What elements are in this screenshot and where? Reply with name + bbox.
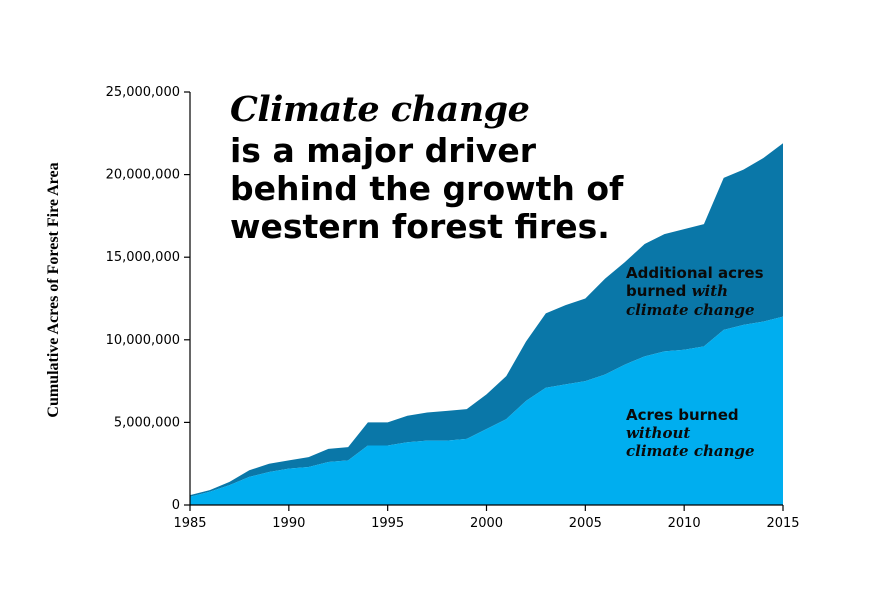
annotation-with-line-1: Additional acres — [626, 264, 764, 282]
x-tick-label: 2000 — [470, 516, 503, 531]
annotation-with-line-2: burned with — [626, 282, 764, 301]
y-tick-label: 25,000,000 — [106, 85, 180, 100]
area-without-climate-change — [190, 316, 783, 505]
y-tick-label: 15,000,000 — [106, 250, 180, 265]
x-tick-label: 2005 — [569, 516, 602, 531]
title-line-3: behind the growth of — [230, 169, 624, 208]
annotation-with-line-2-prefix: burned — [626, 282, 692, 300]
y-tick-label: 5,000,000 — [114, 415, 180, 430]
annotation-with-climate-change: Additional acres burned with climate cha… — [626, 264, 764, 319]
annotation-without-line-2: without — [626, 424, 691, 442]
y-axis-label: Cumulative Acres of Forest Fire Area — [45, 162, 62, 418]
title-line-2: is a major driver — [230, 131, 536, 170]
annotation-without-climate-change: Acres burned without climate change — [626, 406, 755, 460]
annotation-with-line-3: climate change — [626, 301, 755, 319]
annotation-without-line-3: climate change — [626, 442, 755, 460]
y-tick-label: 10,000,000 — [106, 333, 180, 348]
y-tick-label: 20,000,000 — [106, 168, 180, 183]
title-line-1: Climate change — [230, 89, 530, 130]
x-tick-label: 1985 — [173, 516, 206, 531]
annotation-without-line-1: Acres burned — [626, 406, 739, 424]
area-with-climate-change — [190, 143, 783, 497]
annotation-with-line-2-em: with — [691, 282, 729, 300]
title-line-4: western forest fires. — [230, 207, 610, 246]
x-tick-label: 2010 — [668, 516, 701, 531]
x-tick-label: 2015 — [766, 516, 799, 531]
x-tick-label: 1995 — [371, 516, 404, 531]
y-tick-label: 0 — [172, 498, 180, 513]
x-tick-label: 1990 — [272, 516, 305, 531]
chart-title: Climate change is a major driver behind … — [230, 88, 623, 246]
